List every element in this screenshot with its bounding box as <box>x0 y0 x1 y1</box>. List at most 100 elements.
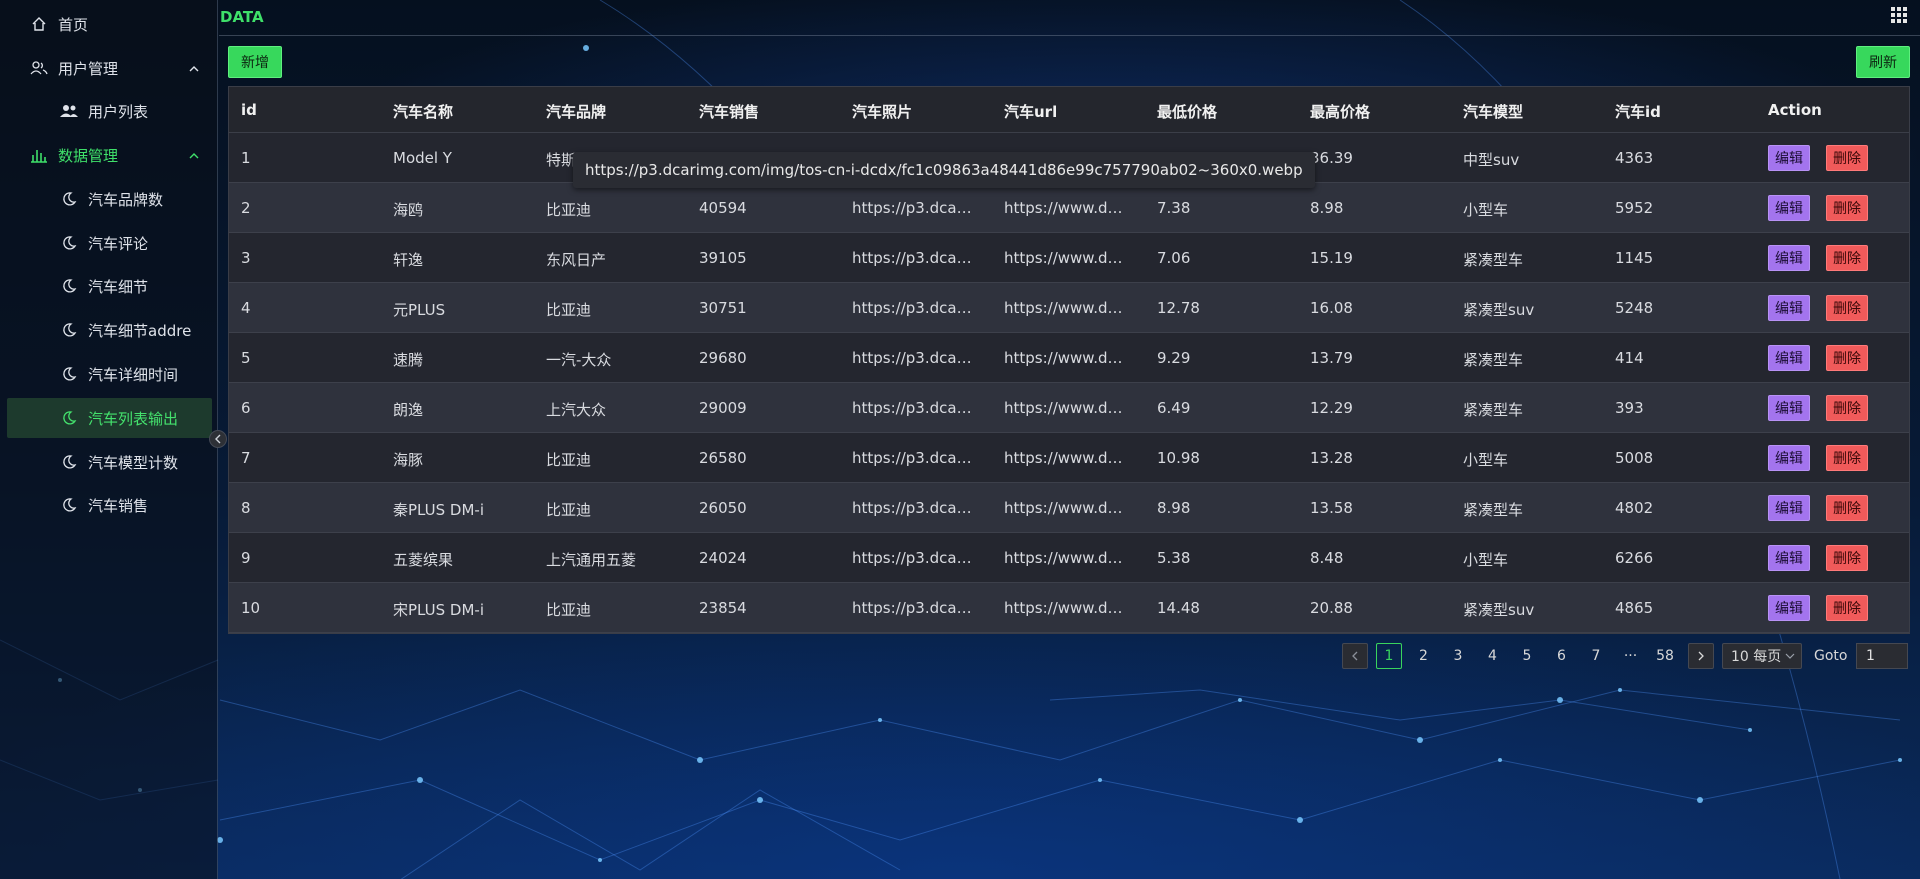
delete-button[interactable]: 删除 <box>1826 195 1868 221</box>
add-button[interactable]: 新增 <box>228 46 282 78</box>
table-row: 3 轩逸 东风日产 39105 https://p3.dcari... https://w… <box>229 233 1909 283</box>
sidebar: 首页 用户管理 用户列表 数据管理 汽车品牌数 汽车评论 汽车细节 <box>0 0 218 879</box>
delete-button[interactable]: 删除 <box>1826 395 1868 421</box>
sidebar-item-user-list[interactable]: 用户列表 <box>0 91 218 131</box>
sidebar-item-data-management[interactable]: 数据管理 <box>0 135 218 175</box>
page-number[interactable]: 7 <box>1591 648 1601 664</box>
cell-url: https://www.don... <box>1004 299 1129 317</box>
sidebar-item-car-list-output[interactable]: 汽车列表输出 <box>7 398 212 438</box>
edit-button[interactable]: 编辑 <box>1768 195 1810 221</box>
sidebar-item-car-detail-time[interactable]: 汽车详细时间 <box>0 354 218 394</box>
sidebar-item-model-count[interactable]: 汽车模型计数 <box>0 442 218 482</box>
cell-car-id: 5952 <box>1615 199 1654 217</box>
edit-button[interactable]: 编辑 <box>1768 145 1810 171</box>
table-row: 6 朗逸 上汽大众 29009 https://p3.dcari... https://w… <box>229 383 1909 433</box>
cell-car-name: 轩逸 <box>393 251 424 269</box>
sidebar-item-label: 用户列表 <box>88 102 149 121</box>
cell-car-id: 1145 <box>1615 249 1654 267</box>
cell-model: 小型车 <box>1463 201 1509 219</box>
car-table: id 汽车名称 汽车品牌 汽车销售 汽车照片 汽车url 最低价格 最高价格 汽… <box>228 86 1910 634</box>
edit-button[interactable]: 编辑 <box>1768 595 1810 621</box>
cell-model: 中型suv <box>1463 151 1520 169</box>
cell-sales: 26050 <box>699 499 747 517</box>
column-header-min-price[interactable]: 最低价格 <box>1157 103 1218 121</box>
edit-button[interactable]: 编辑 <box>1768 345 1810 371</box>
chevron-up-icon <box>188 148 200 166</box>
column-header-max-price[interactable]: 最高价格 <box>1310 103 1371 121</box>
page-number[interactable]: 58 <box>1656 648 1674 664</box>
cell-id: 10 <box>241 599 261 617</box>
apps-grid-icon[interactable] <box>1890 6 1908 24</box>
cell-id: 5 <box>241 349 251 367</box>
delete-button[interactable]: 删除 <box>1826 495 1868 521</box>
column-header-brand[interactable]: 汽车品牌 <box>546 103 607 121</box>
column-header-url[interactable]: 汽车url <box>1004 103 1058 121</box>
page-number[interactable]: 2 <box>1419 648 1428 664</box>
delete-button[interactable]: 删除 <box>1826 295 1868 321</box>
page-number[interactable]: 6 <box>1557 648 1566 664</box>
page-number[interactable]: 4 <box>1488 648 1497 664</box>
pagination: 1 2 3 4 5 6 7 ··· 58 10 每页 Goto <box>1342 643 1910 669</box>
cell-sales: 23854 <box>699 599 747 617</box>
cell-min-price: 7.38 <box>1157 199 1191 217</box>
cell-max-price: 13.58 <box>1310 499 1353 517</box>
cell-id: 6 <box>241 399 251 417</box>
delete-button[interactable]: 删除 <box>1826 595 1868 621</box>
cell-car-name: 元PLUS <box>393 301 446 319</box>
cell-car-id: 393 <box>1615 399 1644 417</box>
page-number[interactable]: 5 <box>1522 648 1532 664</box>
delete-button[interactable]: 删除 <box>1826 545 1868 571</box>
cell-min-price: 7.06 <box>1157 249 1191 267</box>
cell-car-id: 5008 <box>1615 449 1654 467</box>
photo-url-tooltip: https://p3.dcarimg.com/img/tos-cn-i-dcdx… <box>573 152 1315 188</box>
cell-sales: 40594 <box>699 199 747 217</box>
delete-button[interactable]: 删除 <box>1826 245 1868 271</box>
cell-photo: https://p3.dcari... <box>852 449 977 467</box>
goto-label: Goto <box>1814 648 1848 664</box>
sidebar-item-car-sales[interactable]: 汽车销售 <box>0 485 218 525</box>
sidebar-item-user-management[interactable]: 用户管理 <box>0 48 218 88</box>
cell-brand: 比亚迪 <box>546 601 592 619</box>
edit-button[interactable]: 编辑 <box>1768 245 1810 271</box>
edit-button[interactable]: 编辑 <box>1768 495 1810 521</box>
edit-button[interactable]: 编辑 <box>1768 445 1810 471</box>
page-number[interactable]: 3 <box>1453 648 1463 664</box>
sidebar-item-car-comments[interactable]: 汽车评论 <box>0 223 218 263</box>
edit-button[interactable]: 编辑 <box>1768 295 1810 321</box>
cell-brand: 上汽大众 <box>546 401 607 419</box>
cell-id: 2 <box>241 199 251 217</box>
moon-icon <box>60 321 78 339</box>
cell-brand: 比亚迪 <box>546 501 592 519</box>
column-header-photo[interactable]: 汽车照片 <box>852 103 913 121</box>
page-number[interactable]: 1 <box>1376 643 1402 669</box>
cell-car-name: 五菱缤果 <box>393 551 454 569</box>
refresh-button[interactable]: 刷新 <box>1856 46 1910 78</box>
sidebar-item-home[interactable]: 首页 <box>0 4 218 44</box>
cell-car-name: Model Y <box>393 149 452 167</box>
delete-button[interactable]: 删除 <box>1826 145 1868 171</box>
sidebar-item-car-details-addre[interactable]: 汽车细节addre <box>0 310 218 350</box>
edit-button[interactable]: 编辑 <box>1768 395 1810 421</box>
column-header-car-id[interactable]: 汽车id <box>1615 103 1661 121</box>
sidebar-item-label: 汽车模型计数 <box>88 453 179 472</box>
sidebar-item-brand-count[interactable]: 汽车品牌数 <box>0 179 218 219</box>
goto-page-input[interactable] <box>1856 643 1908 669</box>
sidebar-item-car-details[interactable]: 汽车细节 <box>0 266 218 306</box>
cell-photo: https://p3.dcari... <box>852 249 977 267</box>
column-header-model[interactable]: 汽车模型 <box>1463 103 1524 121</box>
edit-button[interactable]: 编辑 <box>1768 545 1810 571</box>
cell-url: https://www.don... <box>1004 199 1129 217</box>
column-header-sales[interactable]: 汽车销售 <box>699 103 760 121</box>
next-page-button[interactable] <box>1688 643 1714 669</box>
prev-page-button[interactable] <box>1342 643 1368 669</box>
sidebar-collapse-button[interactable] <box>209 430 227 448</box>
moon-icon <box>60 234 78 252</box>
cell-max-price: 15.19 <box>1310 249 1353 267</box>
column-header-car-name[interactable]: 汽车名称 <box>393 103 454 121</box>
page-size-select[interactable]: 10 每页 <box>1722 643 1802 669</box>
column-header-id[interactable]: id <box>241 101 257 119</box>
cell-photo: https://p3.dcari... <box>852 599 977 617</box>
delete-button[interactable]: 删除 <box>1826 345 1868 371</box>
delete-button[interactable]: 删除 <box>1826 445 1868 471</box>
page-ellipsis[interactable]: ··· <box>1623 648 1638 664</box>
